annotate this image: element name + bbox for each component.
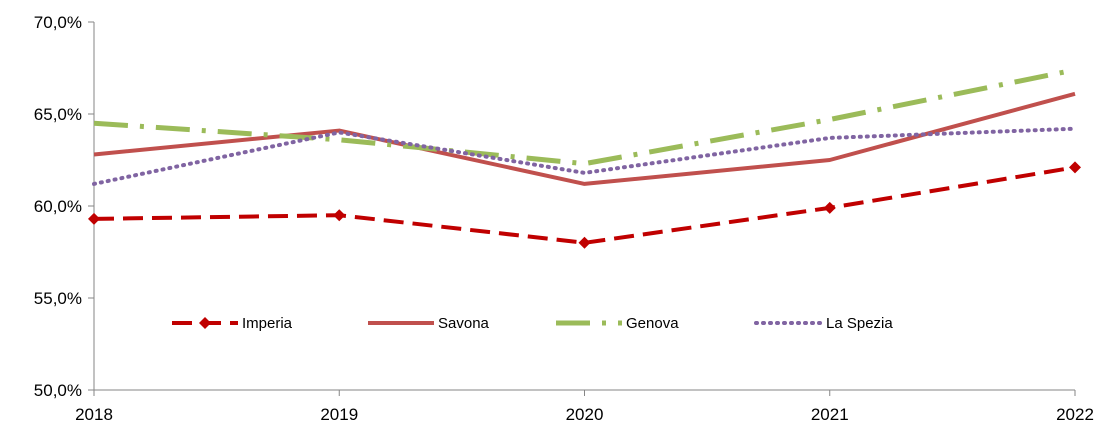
- data-point-imperia: [578, 236, 591, 249]
- legend-marker: [199, 317, 211, 329]
- legend-label: Genova: [626, 315, 679, 332]
- y-tick-label: 70,0%: [34, 13, 82, 32]
- series-line-imperia: [93, 165, 1076, 245]
- axes: 50,0% 55,0% 60,0% 65,0% 70,0% 2018 2019 2020 202…: [34, 13, 1094, 424]
- x-tick-label: 2020: [566, 405, 604, 424]
- x-tick-label: 2021: [811, 405, 849, 424]
- y-tick-label: 60,0%: [34, 197, 82, 216]
- data-point-imperia: [88, 212, 100, 225]
- legend-item-savona: Savona: [368, 315, 490, 332]
- legend-label: Savona: [438, 315, 490, 332]
- data-point-imperia: [333, 209, 346, 222]
- data-point-imperia: [823, 201, 836, 214]
- series-line-la-spezia: [92, 126, 1077, 186]
- series-line-genova: [93, 67, 1076, 167]
- legend-item-imperia: Imperia: [172, 315, 293, 332]
- legend: Imperia Savona Genova La Spezia: [172, 315, 893, 332]
- x-tick-label: 2022: [1056, 405, 1094, 424]
- x-tick-label: 2019: [320, 405, 358, 424]
- x-tick-label: 2018: [75, 405, 113, 424]
- y-tick-label: 50,0%: [34, 381, 82, 400]
- legend-item-genova: Genova: [556, 315, 679, 332]
- legend-label: La Spezia: [826, 315, 893, 332]
- legend-label: Imperia: [242, 315, 293, 332]
- y-tick-label: 65,0%: [34, 105, 82, 124]
- series-layer: [88, 67, 1081, 249]
- y-tick-label: 55,0%: [34, 289, 82, 308]
- legend-item-la-spezia: La Spezia: [754, 315, 893, 332]
- series-line-savona: [93, 91, 1076, 186]
- data-point-imperia: [1069, 161, 1081, 174]
